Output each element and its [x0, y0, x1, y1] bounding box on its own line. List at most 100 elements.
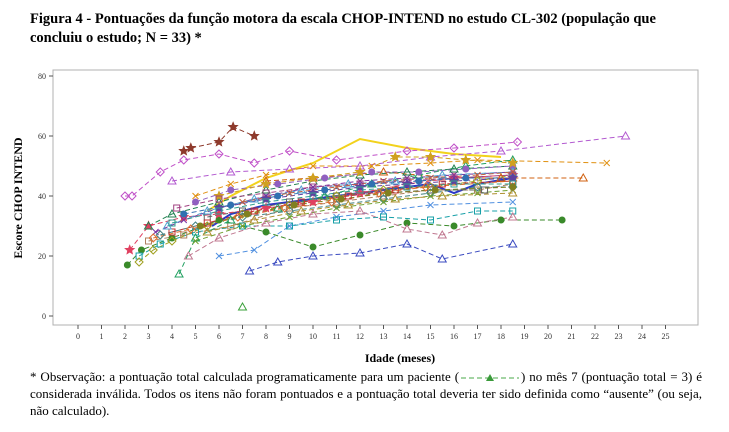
- data-point-circle: [415, 177, 423, 185]
- invalid-data-point: [237, 301, 248, 311]
- data-point-diamond: [148, 245, 158, 255]
- data-point-x: [427, 192, 434, 200]
- data-point-diamond: [472, 182, 483, 192]
- x-tick-label: 18: [497, 332, 505, 341]
- data-point-triangle: [225, 166, 236, 176]
- data-point-star: [124, 244, 136, 255]
- data-point-x: [380, 177, 387, 185]
- data-point-square: [168, 228, 176, 236]
- data-point-diamond: [249, 158, 259, 168]
- data-point-diamond: [167, 236, 177, 246]
- data-point-x: [509, 168, 517, 176]
- data-point-diamond: [512, 137, 523, 147]
- data-point-diamond: [331, 155, 342, 165]
- x-tick-label: 22: [591, 332, 599, 341]
- data-point-star: [424, 151, 437, 162]
- plot-frame: [52, 69, 699, 326]
- series-line-9: [249, 243, 513, 272]
- x-tick-label: 10: [309, 332, 317, 341]
- y-tick-label: 40: [38, 192, 46, 201]
- data-point-circle: [274, 180, 282, 188]
- data-point-circle: [215, 216, 223, 224]
- data-point-x: [474, 156, 481, 164]
- data-point-square: [180, 231, 188, 239]
- series-line-28: [183, 177, 513, 215]
- data-point-triangle: [507, 211, 518, 221]
- data-point-square: [309, 192, 317, 200]
- x-tick-label: 5: [194, 332, 198, 341]
- data-point-diamond: [134, 257, 144, 267]
- data-point-x: [333, 204, 340, 212]
- data-point-circle: [462, 174, 470, 182]
- data-point-diamond: [148, 233, 158, 243]
- data-point-square: [156, 240, 164, 248]
- data-point-triangle: [308, 250, 318, 260]
- data-point-circle: [462, 165, 470, 173]
- data-point-x: [239, 222, 246, 230]
- data-point-circle: [384, 189, 392, 197]
- data-point-circle: [137, 246, 145, 254]
- data-point-triangle: [308, 208, 318, 218]
- data-point-x: [250, 246, 258, 254]
- series-layer: [125, 126, 626, 275]
- data-point-triangle: [296, 205, 307, 215]
- x-tick-label: 3: [147, 332, 151, 341]
- data-point-triangle: [183, 250, 194, 260]
- data-point-x: [603, 159, 611, 167]
- data-point-star: [260, 202, 272, 213]
- data-point-square: [344, 192, 352, 200]
- data-point-square: [333, 216, 340, 224]
- data-point-diamond: [374, 188, 384, 198]
- series-line-22: [195, 165, 513, 203]
- x-tick-label: 16: [450, 332, 458, 341]
- marker-layer: [120, 121, 631, 311]
- data-point-x: [309, 162, 317, 170]
- series-line-10: [218, 201, 513, 257]
- data-point-circle: [274, 192, 282, 200]
- series-line-23: [218, 156, 513, 197]
- data-point-star: [185, 142, 197, 153]
- x-tick-label: 9: [288, 332, 292, 341]
- data-point-triangle: [390, 175, 401, 185]
- series-line-21: [160, 186, 513, 236]
- series-line-15: [188, 210, 513, 257]
- footnote: * Observação: a pontuação total calculad…: [30, 368, 702, 419]
- data-point-circle: [243, 210, 251, 218]
- x-tick-label: 14: [403, 332, 411, 341]
- series-line-29: [207, 192, 513, 233]
- data-point-circle: [337, 195, 345, 203]
- data-point-circle: [321, 174, 329, 182]
- data-point-square: [250, 207, 258, 215]
- x-tick-label: 4: [170, 332, 174, 341]
- x-tick-label: 20: [544, 332, 552, 341]
- data-point-circle: [227, 186, 235, 194]
- data-point-circle: [227, 201, 235, 209]
- data-point-star: [178, 145, 190, 156]
- data-point-square: [239, 222, 246, 230]
- data-point-triangle: [343, 178, 354, 188]
- series-line-2: [206, 137, 502, 212]
- data-point-x: [180, 216, 188, 224]
- x-tick-label: 24: [638, 332, 646, 341]
- x-tick-label: 17: [474, 332, 482, 341]
- data-point-square: [168, 219, 176, 227]
- data-point-circle: [368, 168, 376, 176]
- data-point-star: [507, 172, 519, 183]
- x-axis-label: Idade (meses): [365, 351, 435, 365]
- data-point-star: [307, 172, 319, 183]
- x-tick-label: 13: [380, 332, 388, 341]
- series-line-26: [195, 189, 513, 242]
- data-point-x: [262, 171, 270, 179]
- data-point-star: [248, 130, 260, 141]
- data-point-x: [333, 183, 340, 191]
- y-axis-label: Escore CHOP INTEND: [11, 137, 25, 258]
- data-point-square: [286, 222, 293, 230]
- series-line-6: [195, 159, 607, 197]
- x-tick-label: 23: [615, 332, 623, 341]
- data-point-diamond: [155, 167, 165, 177]
- data-point-triangle: [202, 226, 213, 236]
- x-tick-label: 25: [662, 332, 670, 341]
- y-tick-label: 0: [42, 312, 46, 321]
- data-point-triangle: [402, 166, 412, 176]
- data-point-triangle: [261, 217, 271, 227]
